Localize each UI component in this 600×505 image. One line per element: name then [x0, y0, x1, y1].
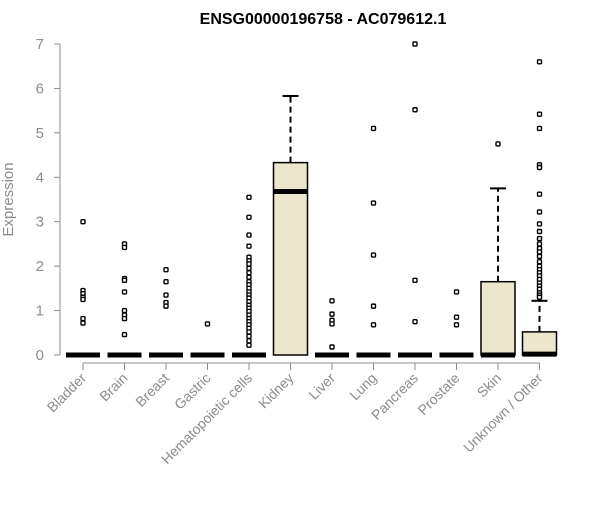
- y-tick-label: 6: [36, 80, 44, 97]
- outlier-point: [246, 243, 252, 249]
- outlier-point: [246, 270, 252, 276]
- outlier-point: [329, 344, 335, 350]
- outlier-point: [246, 265, 252, 272]
- outlier-point: [329, 311, 335, 317]
- box-group: [149, 266, 183, 358]
- x-tick-label: Brain: [96, 370, 130, 404]
- outlier-point: [412, 107, 418, 113]
- outlier-point: [536, 59, 543, 65]
- outlier-point: [536, 241, 543, 247]
- outlier-point: [121, 331, 128, 338]
- outlier-point: [412, 41, 418, 47]
- outlier-point: [412, 277, 418, 284]
- outlier-point: [536, 259, 543, 265]
- x-tick-label: Kidney: [255, 370, 297, 412]
- y-tick-label: 4: [36, 169, 44, 186]
- x-tick-label: Skin: [474, 370, 505, 401]
- x-tick-label: Bladder: [44, 370, 90, 416]
- box-group: [439, 289, 474, 358]
- outlier-point: [204, 321, 211, 327]
- outlier-point: [536, 253, 543, 260]
- chart-title: ENSG00000196758 - AC079612.1: [200, 11, 447, 28]
- outlier-point: [80, 320, 86, 326]
- y-axis-label: Expression: [0, 162, 17, 236]
- outlier-point: [412, 318, 418, 325]
- outlier-point: [329, 298, 335, 304]
- outlier-point: [246, 342, 252, 348]
- outlier-point: [370, 252, 377, 258]
- outlier-point: [163, 278, 169, 285]
- outlier-point: [246, 274, 252, 280]
- outlier-point: [121, 315, 128, 322]
- outlier-point: [80, 315, 86, 322]
- y-tick-label: 2: [36, 258, 44, 275]
- outlier-point: [370, 303, 377, 309]
- outlier-point: [246, 338, 252, 344]
- box-group: [356, 125, 391, 358]
- box-group: [232, 194, 266, 358]
- outlier-point: [163, 292, 169, 298]
- y-tick-label: 7: [36, 36, 44, 53]
- outlier-point: [536, 209, 543, 215]
- outlier-point: [370, 200, 377, 206]
- outlier-point: [536, 221, 543, 227]
- outlier-point: [121, 277, 128, 284]
- outlier-point: [329, 321, 335, 327]
- y-tick-label: 5: [36, 125, 44, 142]
- outlier-point: [163, 303, 169, 309]
- outlier-point: [536, 228, 543, 235]
- outlier-point: [246, 232, 252, 238]
- outlier-point: [121, 244, 128, 251]
- box-rect: [480, 280, 516, 356]
- outlier-point: [495, 141, 501, 147]
- outlier-point: [453, 322, 460, 328]
- box-group: [521, 59, 558, 357]
- outlier-point: [370, 322, 377, 328]
- box-group: [480, 141, 516, 358]
- outlier-point: [536, 249, 543, 255]
- outlier-point: [536, 294, 543, 300]
- x-tick-label: Breast: [132, 370, 172, 410]
- box-group: [315, 298, 349, 358]
- outlier-point: [453, 289, 460, 295]
- outlier-point: [246, 261, 252, 267]
- outlier-point: [121, 289, 128, 295]
- outlier-point: [536, 235, 543, 242]
- x-tick-label: Prostate: [414, 370, 462, 418]
- x-tick-label: Lung: [346, 370, 379, 403]
- box-group: [107, 241, 142, 358]
- box-rect: [272, 161, 309, 356]
- y-tick-label: 1: [36, 303, 44, 320]
- box-group: [66, 219, 100, 358]
- outlier-point: [80, 219, 86, 225]
- outlier-point: [80, 296, 86, 303]
- outlier-point: [246, 214, 252, 220]
- box-rect: [521, 331, 558, 356]
- outlier-point: [536, 164, 543, 171]
- outlier-point: [246, 194, 252, 200]
- outlier-point: [246, 333, 252, 340]
- outlier-point: [163, 266, 169, 273]
- outlier-point: [536, 125, 543, 132]
- outlier-point: [370, 125, 377, 132]
- y-tick-label: 3: [36, 214, 44, 231]
- outlier-point: [246, 329, 252, 335]
- outlier-point: [536, 111, 543, 117]
- x-tick-label: Liver: [305, 370, 338, 403]
- outlier-point: [536, 191, 543, 197]
- outlier-point: [453, 314, 460, 320]
- x-tick-label: Unknown / Other: [460, 370, 546, 456]
- outlier-point: [121, 307, 128, 314]
- y-tick-label: 0: [36, 347, 44, 364]
- box-group: [398, 41, 432, 358]
- box-group: [190, 321, 225, 358]
- box-group: [272, 94, 309, 356]
